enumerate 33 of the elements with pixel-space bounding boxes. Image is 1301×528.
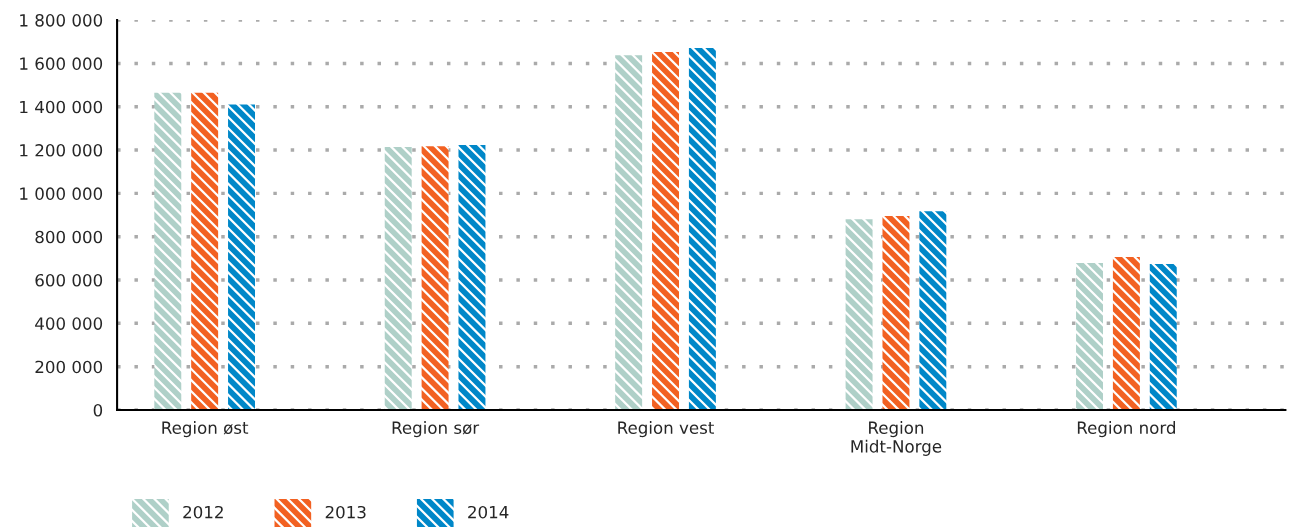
y-tick-label: 200 000 [35, 360, 103, 374]
x-tick-label: Region nord [1077, 421, 1175, 438]
y-tick-label: 0 [93, 403, 103, 417]
legend-label: 2013 [325, 505, 366, 519]
bar [228, 104, 255, 410]
legend-label: 2012 [183, 505, 223, 519]
x-tick-label: Region øst [162, 421, 249, 438]
y-tick-label: 1 600 000 [20, 57, 103, 70]
y-tick-label: 1 200 000 [20, 144, 103, 157]
bar [1149, 263, 1177, 410]
bar [384, 147, 412, 410]
y-tick-label: 1 000 000 [20, 187, 103, 200]
bar [652, 52, 679, 410]
y-tick-label: 400 000 [35, 317, 103, 330]
y-tick-label: 1 400 000 [20, 100, 103, 114]
bar [154, 92, 182, 410]
bar [1112, 257, 1140, 410]
bar [421, 146, 449, 410]
bar [688, 48, 716, 410]
y-tick-label: 800 000 [35, 230, 103, 244]
bar [919, 211, 947, 410]
x-tick-label: Region sør [392, 421, 480, 438]
bar [882, 216, 910, 410]
x-tick-label: Region vest [618, 421, 714, 438]
bar [615, 55, 643, 410]
bar [845, 219, 873, 410]
y-tick-label: 600 000 [35, 273, 103, 287]
x-tick-label: Region Midt-Norge [851, 421, 942, 456]
bar [458, 145, 486, 410]
bar [1076, 263, 1103, 410]
legend-label: 2014 [468, 505, 509, 519]
y-tick-label: 1 800 000 [20, 14, 103, 27]
bar [191, 92, 219, 410]
